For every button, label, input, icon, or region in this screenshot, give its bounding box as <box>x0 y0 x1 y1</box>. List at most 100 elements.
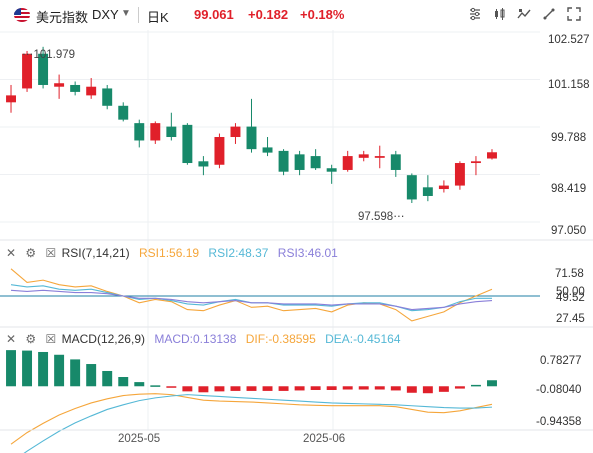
candle-body <box>390 154 401 170</box>
macd-tick: -0.08040 <box>536 384 582 396</box>
candle-body <box>198 161 209 167</box>
macd-histogram-bar <box>6 350 16 387</box>
macd-histogram-bar <box>310 386 321 390</box>
candle-body <box>182 124 193 164</box>
macd-histogram-bar <box>150 385 161 387</box>
candle-body <box>118 105 129 120</box>
gear-icon[interactable]: ⚙ <box>25 246 37 260</box>
macd-histogram-bar <box>342 386 353 390</box>
gear-icon[interactable]: ⚙ <box>25 332 37 346</box>
settings-sliders-icon[interactable] <box>466 7 484 25</box>
period-selector[interactable]: 日K <box>147 10 169 25</box>
fullscreen-icon[interactable] <box>565 7 583 25</box>
candle-body <box>166 126 177 138</box>
last-price: 99.061 <box>194 7 234 22</box>
macd-histogram-bar <box>102 370 113 387</box>
candle-body <box>38 53 49 85</box>
candle-body <box>374 156 385 158</box>
candle-body <box>262 147 273 153</box>
candle-body <box>102 88 113 106</box>
candle-body <box>22 53 33 89</box>
dif-line <box>10 393 493 445</box>
macd-histogram-bar <box>22 350 33 387</box>
macd-histogram-bar <box>278 386 289 391</box>
macd-legend: ✕ ⚙ ☒ MACD(12,26,9) MACD:0.13138 DIF:-0.… <box>6 332 407 346</box>
instrument-title[interactable]: 美元指数 <box>36 10 89 25</box>
collapse-icon[interactable]: ✕ <box>6 246 17 260</box>
candle-body <box>150 123 161 141</box>
chart-type-icon[interactable] <box>491 7 509 25</box>
rsi3-line <box>10 289 493 311</box>
candle-body <box>326 168 337 172</box>
candle-body <box>470 161 481 164</box>
macd-histogram-bar <box>262 386 273 391</box>
macd-histogram-bar <box>422 386 433 394</box>
checkbox-icon[interactable]: ☒ <box>45 246 57 260</box>
panel-dividers <box>0 239 593 431</box>
indicators-icon[interactable] <box>515 7 533 25</box>
candle-body <box>342 156 353 170</box>
macd-histogram-bar <box>118 377 129 387</box>
rsi1-value: RSI1:56.19 <box>139 246 200 260</box>
rsi1-line <box>10 268 493 322</box>
macd-histogram-bar <box>374 386 385 390</box>
chart-grid <box>0 30 540 430</box>
chart-header: 美元指数 DXY ▼ 日K 99.061 +0.182 +0.18% <box>0 0 593 30</box>
macd-histogram-bar <box>198 386 209 393</box>
rsi-series <box>0 268 540 322</box>
price-tick: 99.788 <box>551 132 587 144</box>
macd-series <box>6 350 497 453</box>
rsi-label: RSI(7,14,21) <box>61 246 130 260</box>
candle-body <box>422 187 433 196</box>
macd-histogram-bar <box>182 386 193 392</box>
macd-histogram-bar <box>70 359 81 387</box>
price-tick: 98.419 <box>551 183 587 195</box>
macd-histogram-bar <box>214 386 225 392</box>
rsi-tick: 49.52 <box>556 292 585 304</box>
collapse-icon[interactable]: ✕ <box>6 332 17 346</box>
rsi-legend: ✕ ⚙ ☒ RSI(7,14,21) RSI1:56.19 RSI2:48.37… <box>6 246 344 260</box>
drawing-icon[interactable] <box>540 7 558 25</box>
dif-value: DIF:-0.38595 <box>245 332 316 346</box>
candle-body <box>278 150 289 172</box>
dea-line <box>23 394 493 453</box>
price-change: +0.182 <box>248 7 289 22</box>
chevron-down-icon[interactable]: ▼ <box>121 8 131 19</box>
rsi-tick: 27.45 <box>556 313 585 325</box>
candle-body <box>487 152 497 159</box>
macd-histogram-bar <box>166 386 177 388</box>
macd-histogram-bar <box>246 386 257 391</box>
candle-body <box>70 84 81 92</box>
macd-histogram-bar <box>438 386 449 392</box>
macd-histogram-bar <box>54 354 65 387</box>
macd-histogram-bar <box>487 380 497 387</box>
macd-histogram-bar <box>406 386 417 393</box>
macd-histogram-bar <box>390 386 401 391</box>
macd-value: MACD:0.13138 <box>154 332 237 346</box>
macd-histogram-bar <box>326 386 337 390</box>
dea-value: DEA:-0.45164 <box>325 332 401 346</box>
candlestick-series <box>6 46 497 203</box>
candle-body <box>134 123 145 141</box>
x-axis-label: 2025-06 <box>303 433 346 445</box>
macd-histogram-bar <box>134 382 145 387</box>
rsi-tick: 71.58 <box>555 268 584 280</box>
checkbox-icon[interactable]: ☒ <box>45 332 57 346</box>
candle-body <box>230 126 241 138</box>
price-tick: 97.050 <box>551 225 587 237</box>
price-tick: 101.158 <box>548 79 590 91</box>
candle-body <box>294 154 305 170</box>
candle-body <box>54 83 65 87</box>
macd-histogram-bar <box>38 351 49 387</box>
macd-tick: 0.78277 <box>540 355 582 367</box>
macd-tick: -0.94358 <box>536 416 582 428</box>
macd-histogram-bar <box>230 386 241 391</box>
macd-histogram-bar <box>454 386 465 389</box>
macd-label: MACD(12,26,9) <box>61 332 145 346</box>
macd-histogram-bar <box>470 384 481 387</box>
candle-body <box>214 137 225 165</box>
rsi3-value: RSI3:46.01 <box>277 246 338 260</box>
price-change-pct: +0.18% <box>300 7 345 22</box>
instrument-symbol[interactable]: DXY <box>92 7 119 22</box>
